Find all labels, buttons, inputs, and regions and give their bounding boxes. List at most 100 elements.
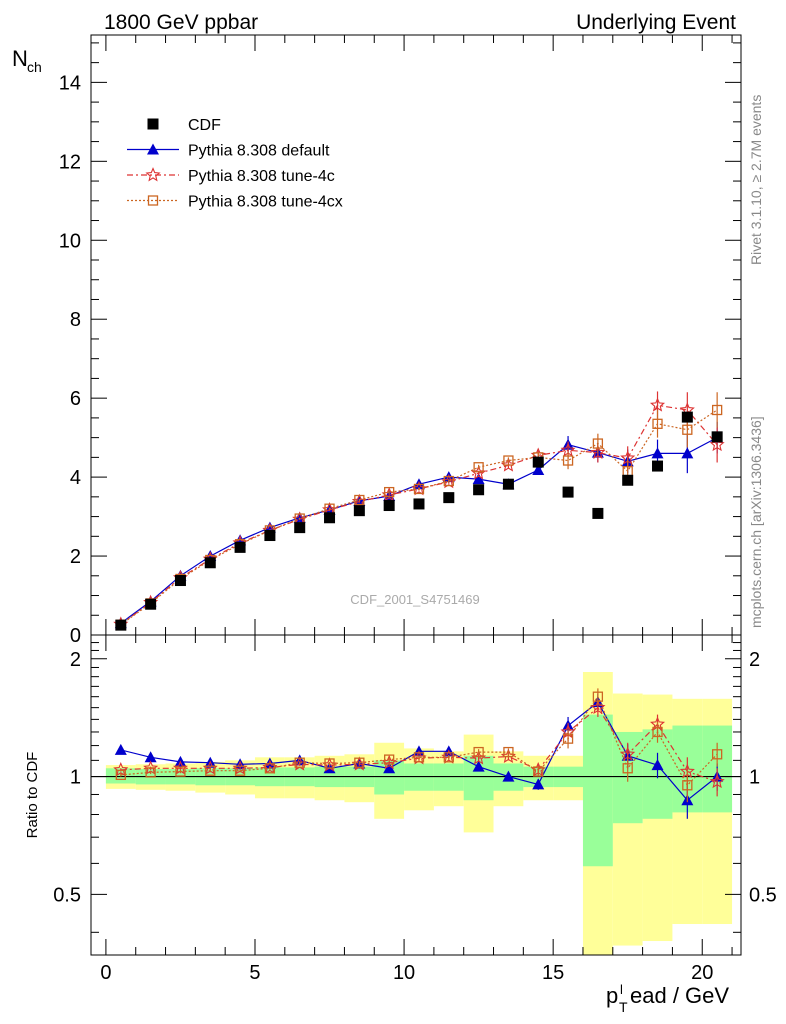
ratio-point-pythia-8-308-tune-4cx [562, 733, 574, 744]
ratio-y-axis-label: Ratio to CDF [24, 752, 41, 839]
main-panel: 0 2 4 6 8 10 12 14 CDF_2001_S4751469 N ch CDF Py… [12, 34, 742, 647]
ratio-point-pythia-8-308-default [383, 762, 396, 774]
main-point-pythia-8-308-tune-4cx [384, 486, 395, 498]
ratio-xtick-label: 15 [542, 962, 564, 984]
main-point-pythia-8-308-tune-4c [649, 397, 666, 412]
legend-label-pythia-8-308-default: Pythia 8.308 default [188, 143, 330, 160]
main-point-cdf [294, 522, 306, 534]
header-left: 1800 GeV ppbar [104, 11, 258, 34]
legend-label-cdf: CDF [188, 117, 221, 134]
ratio-point-pythia-8-308-tune-4c [113, 761, 129, 777]
main-point-cdf [174, 575, 186, 587]
ratio-point-pythia-8-308-tune-4cx [622, 763, 633, 774]
ratio-point-pythia-8-308-default [144, 751, 157, 763]
ratio-line-pythia-8-308-tune-4cx [120, 695, 718, 787]
main-ytick-label: 4 [70, 467, 81, 489]
ratio-point-pythia-8-308-default [532, 778, 545, 790]
legend-marker-cdf [147, 118, 159, 130]
main-point-pythia-8-308-default [472, 473, 485, 485]
ratio-point-pythia-8-308-tune-4cx [682, 780, 693, 791]
main-point-cdf [383, 500, 395, 512]
main-point-pythia-8-308-default [651, 447, 664, 459]
ratio-point-pythia-8-308-default [114, 743, 127, 755]
ratio-point-pythia-8-308-tune-4cx [652, 726, 663, 738]
ratio-panel: 0 5 10 15 20 0.5 0.5 1 1 2 2 Ratio to CDF p T l ea… [24, 634, 777, 1015]
ratio-point-pythia-8-308-tune-4cx [413, 752, 425, 763]
ratio-ytick-label-left: 0.5 [53, 884, 81, 906]
main-y-axis-label: N ch [12, 46, 42, 75]
main-point-cdf [592, 507, 604, 519]
ratio-ytick-label-left: 1 [70, 767, 81, 789]
ratio-point-pythia-8-308-default [502, 770, 515, 782]
ratio-point-pythia-8-308-tune-4cx [145, 767, 156, 778]
ratio-point-pythia-8-308-tune-4cx [354, 757, 365, 768]
x-axis-label-rest: ead / GeV [630, 983, 729, 1008]
main-point-pythia-8-308-tune-4cx [503, 455, 514, 466]
ratio-band-inner [582, 714, 613, 867]
x-axis-label-sub: T [619, 999, 628, 1015]
legend-marker-pythia-8-308-default [147, 143, 159, 155]
y-axis-label-sub: ch [27, 59, 42, 75]
ratio-point-pythia-8-308-tune-4cx [384, 754, 395, 765]
ratio-point-pythia-8-308-tune-4cx [264, 763, 276, 774]
main-point-pythia-8-308-tune-4cx [413, 483, 425, 495]
legend: CDF Pythia 8.308 default Pythia 8.308 tune… [127, 117, 343, 211]
main-point-cdf [681, 411, 693, 423]
main-ytick-label: 12 [59, 151, 81, 173]
main-ytick-label: 8 [70, 309, 81, 331]
ratio-point-pythia-8-308-tune-4cx [592, 691, 604, 702]
main-point-pythia-8-308-tune-4cx [711, 404, 723, 416]
ratio-ytick-label-right: 1 [749, 767, 760, 789]
ratio-ytick-label-right: 0.5 [749, 884, 777, 906]
ratio-point-pythia-8-308-tune-4cx [234, 765, 246, 776]
main-point-pythia-8-308-tune-4cx [354, 494, 365, 506]
ratio-ytick-label-right: 2 [749, 649, 760, 671]
ratio-point-pythia-8-308-tune-4cx [503, 746, 514, 758]
legend-label-pythia-8-308-tune-4cx: Pythia 8.308 tune-4cx [188, 194, 343, 211]
x-axis-label-sup: l [620, 982, 623, 997]
rivet-label: Rivet 3.1.10, ≥ 2.7M events [748, 95, 764, 265]
main-series-layer [113, 391, 725, 631]
main-point-pythia-8-308-tune-4c [590, 444, 606, 460]
ratio-point-pythia-8-308-tune-4cx [115, 769, 126, 781]
main-point-cdf [652, 460, 664, 472]
main-point-pythia-8-308-default [532, 464, 545, 475]
main-point-cdf [204, 557, 216, 569]
main-point-cdf [532, 456, 544, 468]
watermark: CDF_2001_S4751469 [350, 592, 479, 607]
ratio-point-pythia-8-308-tune-4cx [205, 765, 216, 776]
ratio-point-pythia-8-308-default [472, 760, 485, 772]
main-point-pythia-8-308-tune-4cx [652, 418, 663, 429]
main-ytick-label: 14 [59, 72, 81, 94]
main-point-pythia-8-308-tune-4cx [682, 424, 693, 435]
main-point-cdf [353, 505, 365, 517]
ratio-point-pythia-8-308-tune-4cx [175, 766, 186, 777]
main-point-cdf [115, 619, 127, 631]
main-point-pythia-8-308-tune-4c [709, 436, 725, 452]
ratio-xtick-label: 5 [249, 962, 260, 984]
ratio-point-pythia-8-308-tune-4c [590, 699, 606, 715]
legend-marker-pythia-8-308-tune-4cx [147, 195, 159, 206]
main-point-pythia-8-308-tune-4cx [473, 462, 484, 473]
ratio-plot-frame [90, 634, 742, 956]
x-axis-label-main: p [606, 983, 618, 1008]
ratio-point-pythia-8-308-tune-4cx [324, 758, 335, 769]
main-point-cdf [473, 484, 485, 496]
main-point-cdf [502, 478, 514, 490]
main-point-pythia-8-308-default [263, 521, 276, 533]
ratio-xtick-label: 20 [691, 962, 713, 984]
main-ytick-label: 2 [70, 546, 81, 568]
main-point-pythia-8-308-tune-4cx [592, 438, 604, 449]
ratio-series-layer [91, 672, 741, 955]
main-point-cdf [234, 541, 246, 553]
mcplots-label: mcplots.cern.ch [arXiv:1306.3436] [748, 416, 764, 628]
ratio-xtick-label: 10 [393, 962, 415, 984]
ratio-axis-ticks: 0 5 10 15 20 0.5 0.5 1 1 2 2 [53, 635, 777, 984]
ratio-point-pythia-8-308-tune-4cx [443, 752, 454, 763]
main-ytick-label: 10 [59, 230, 81, 252]
y-axis-label-main: N [12, 46, 28, 71]
ratio-point-pythia-8-308-default [651, 759, 664, 771]
main-point-pythia-8-308-tune-4cx [443, 475, 454, 487]
main-point-cdf [711, 431, 723, 443]
